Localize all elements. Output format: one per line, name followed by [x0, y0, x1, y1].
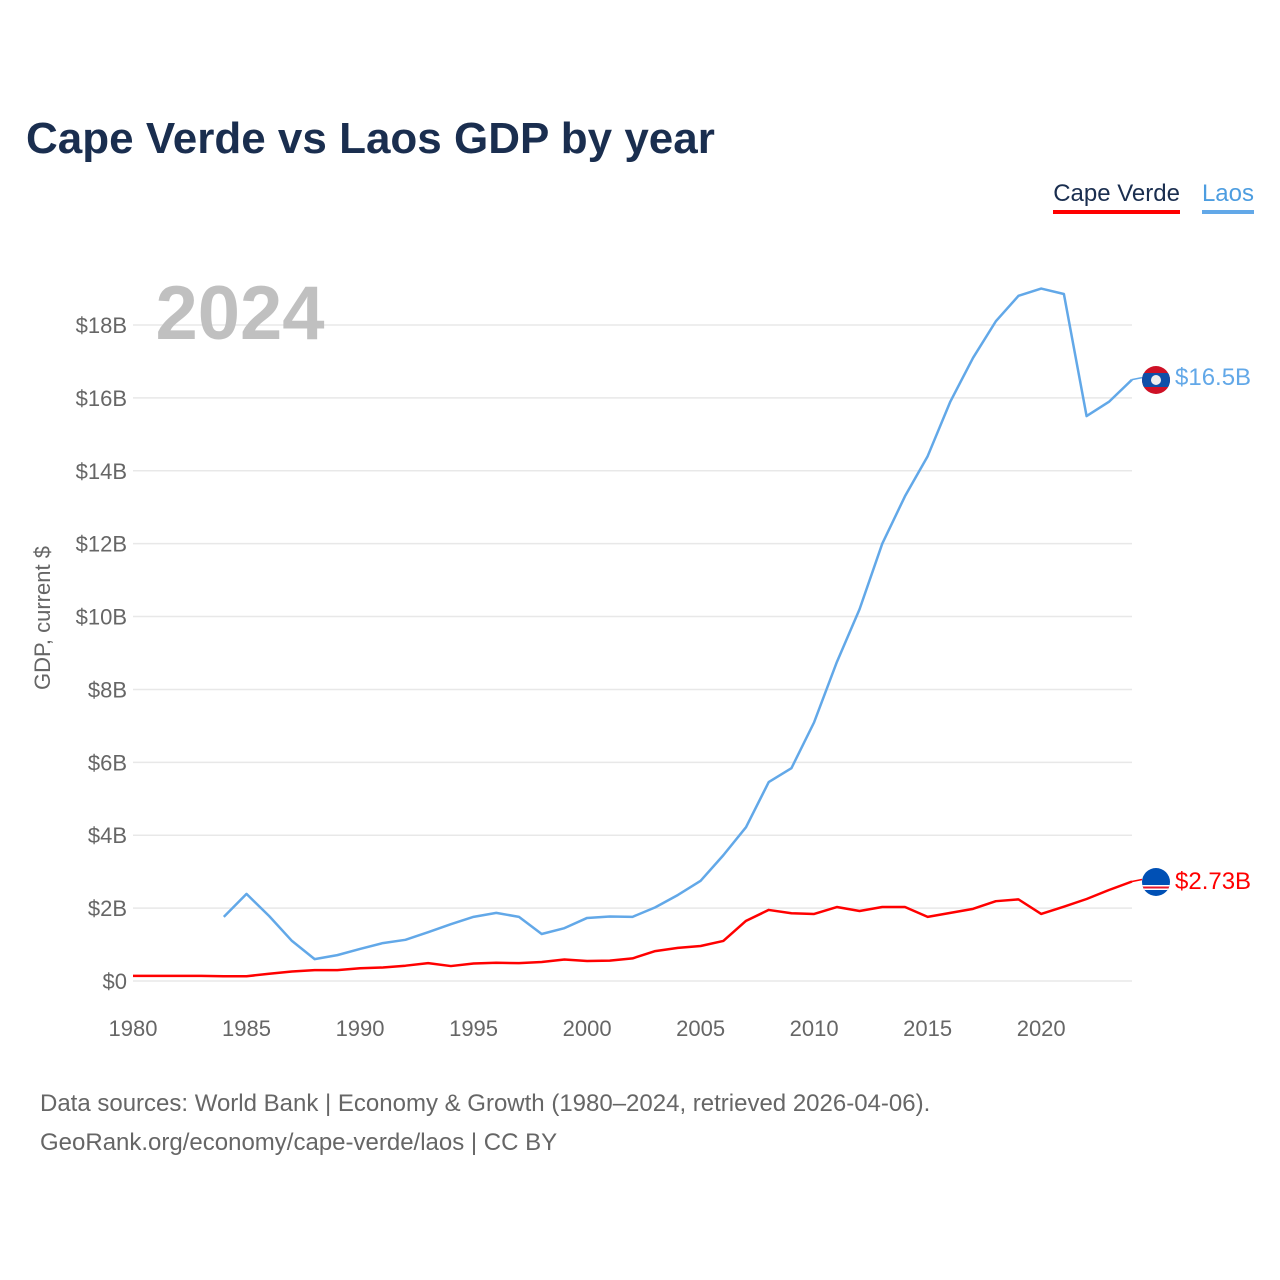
- y-tick-label: $6B: [88, 750, 127, 775]
- series-line-laos: [222, 287, 1133, 961]
- end-label-connector: [1131, 878, 1143, 883]
- x-tick-label: 2010: [790, 1016, 839, 1041]
- source-line: Data sources: World Bank | Economy & Gro…: [40, 1090, 931, 1117]
- y-tick-label: $16B: [76, 386, 127, 411]
- y-tick-label: $18B: [76, 313, 127, 338]
- year-watermark: 2024: [155, 271, 324, 356]
- series-line-cape-verde: [133, 880, 1133, 978]
- x-tick-label: 2000: [563, 1016, 612, 1041]
- y-axis-label: GDP, current $: [30, 546, 55, 690]
- chart-title: Cape Verde vs Laos GDP by year: [26, 114, 715, 163]
- x-tick-label: 2015: [903, 1016, 952, 1041]
- legend-cape-verde[interactable]: Cape Verde: [1053, 180, 1180, 214]
- x-tick-label: 1980: [109, 1016, 158, 1041]
- y-tick-label: $8B: [88, 677, 127, 702]
- cape-verde-flag-icon: [1142, 868, 1170, 896]
- y-tick-label: $0: [103, 969, 127, 994]
- y-tick-label: $2B: [88, 896, 127, 921]
- y-tick-label: $10B: [76, 605, 127, 630]
- laos-end-label: $16.5B: [1175, 364, 1251, 391]
- x-tick-label: 1990: [336, 1016, 385, 1041]
- x-tick-label: 1995: [449, 1016, 498, 1041]
- laos-flag-icon: [1142, 366, 1170, 394]
- x-tick-label: 1985: [222, 1016, 271, 1041]
- x-tick-label: 2005: [676, 1016, 725, 1041]
- legend: Cape Verde Laos: [1053, 180, 1254, 214]
- cape-verde-end-label: $2.73B: [1175, 868, 1251, 895]
- y-tick-label: $14B: [76, 459, 127, 484]
- x-tick-label: 2020: [1017, 1016, 1066, 1041]
- source-link[interactable]: GeoRank.org/economy/cape-verde/laos | CC…: [40, 1129, 558, 1156]
- source-note: Data sources: World Bank | Economy & Gro…: [40, 1084, 930, 1162]
- legend-laos[interactable]: Laos: [1201, 180, 1254, 214]
- y-tick-label: $4B: [88, 823, 127, 848]
- end-label-connector: [1131, 376, 1143, 381]
- y-tick-label: $12B: [76, 532, 127, 557]
